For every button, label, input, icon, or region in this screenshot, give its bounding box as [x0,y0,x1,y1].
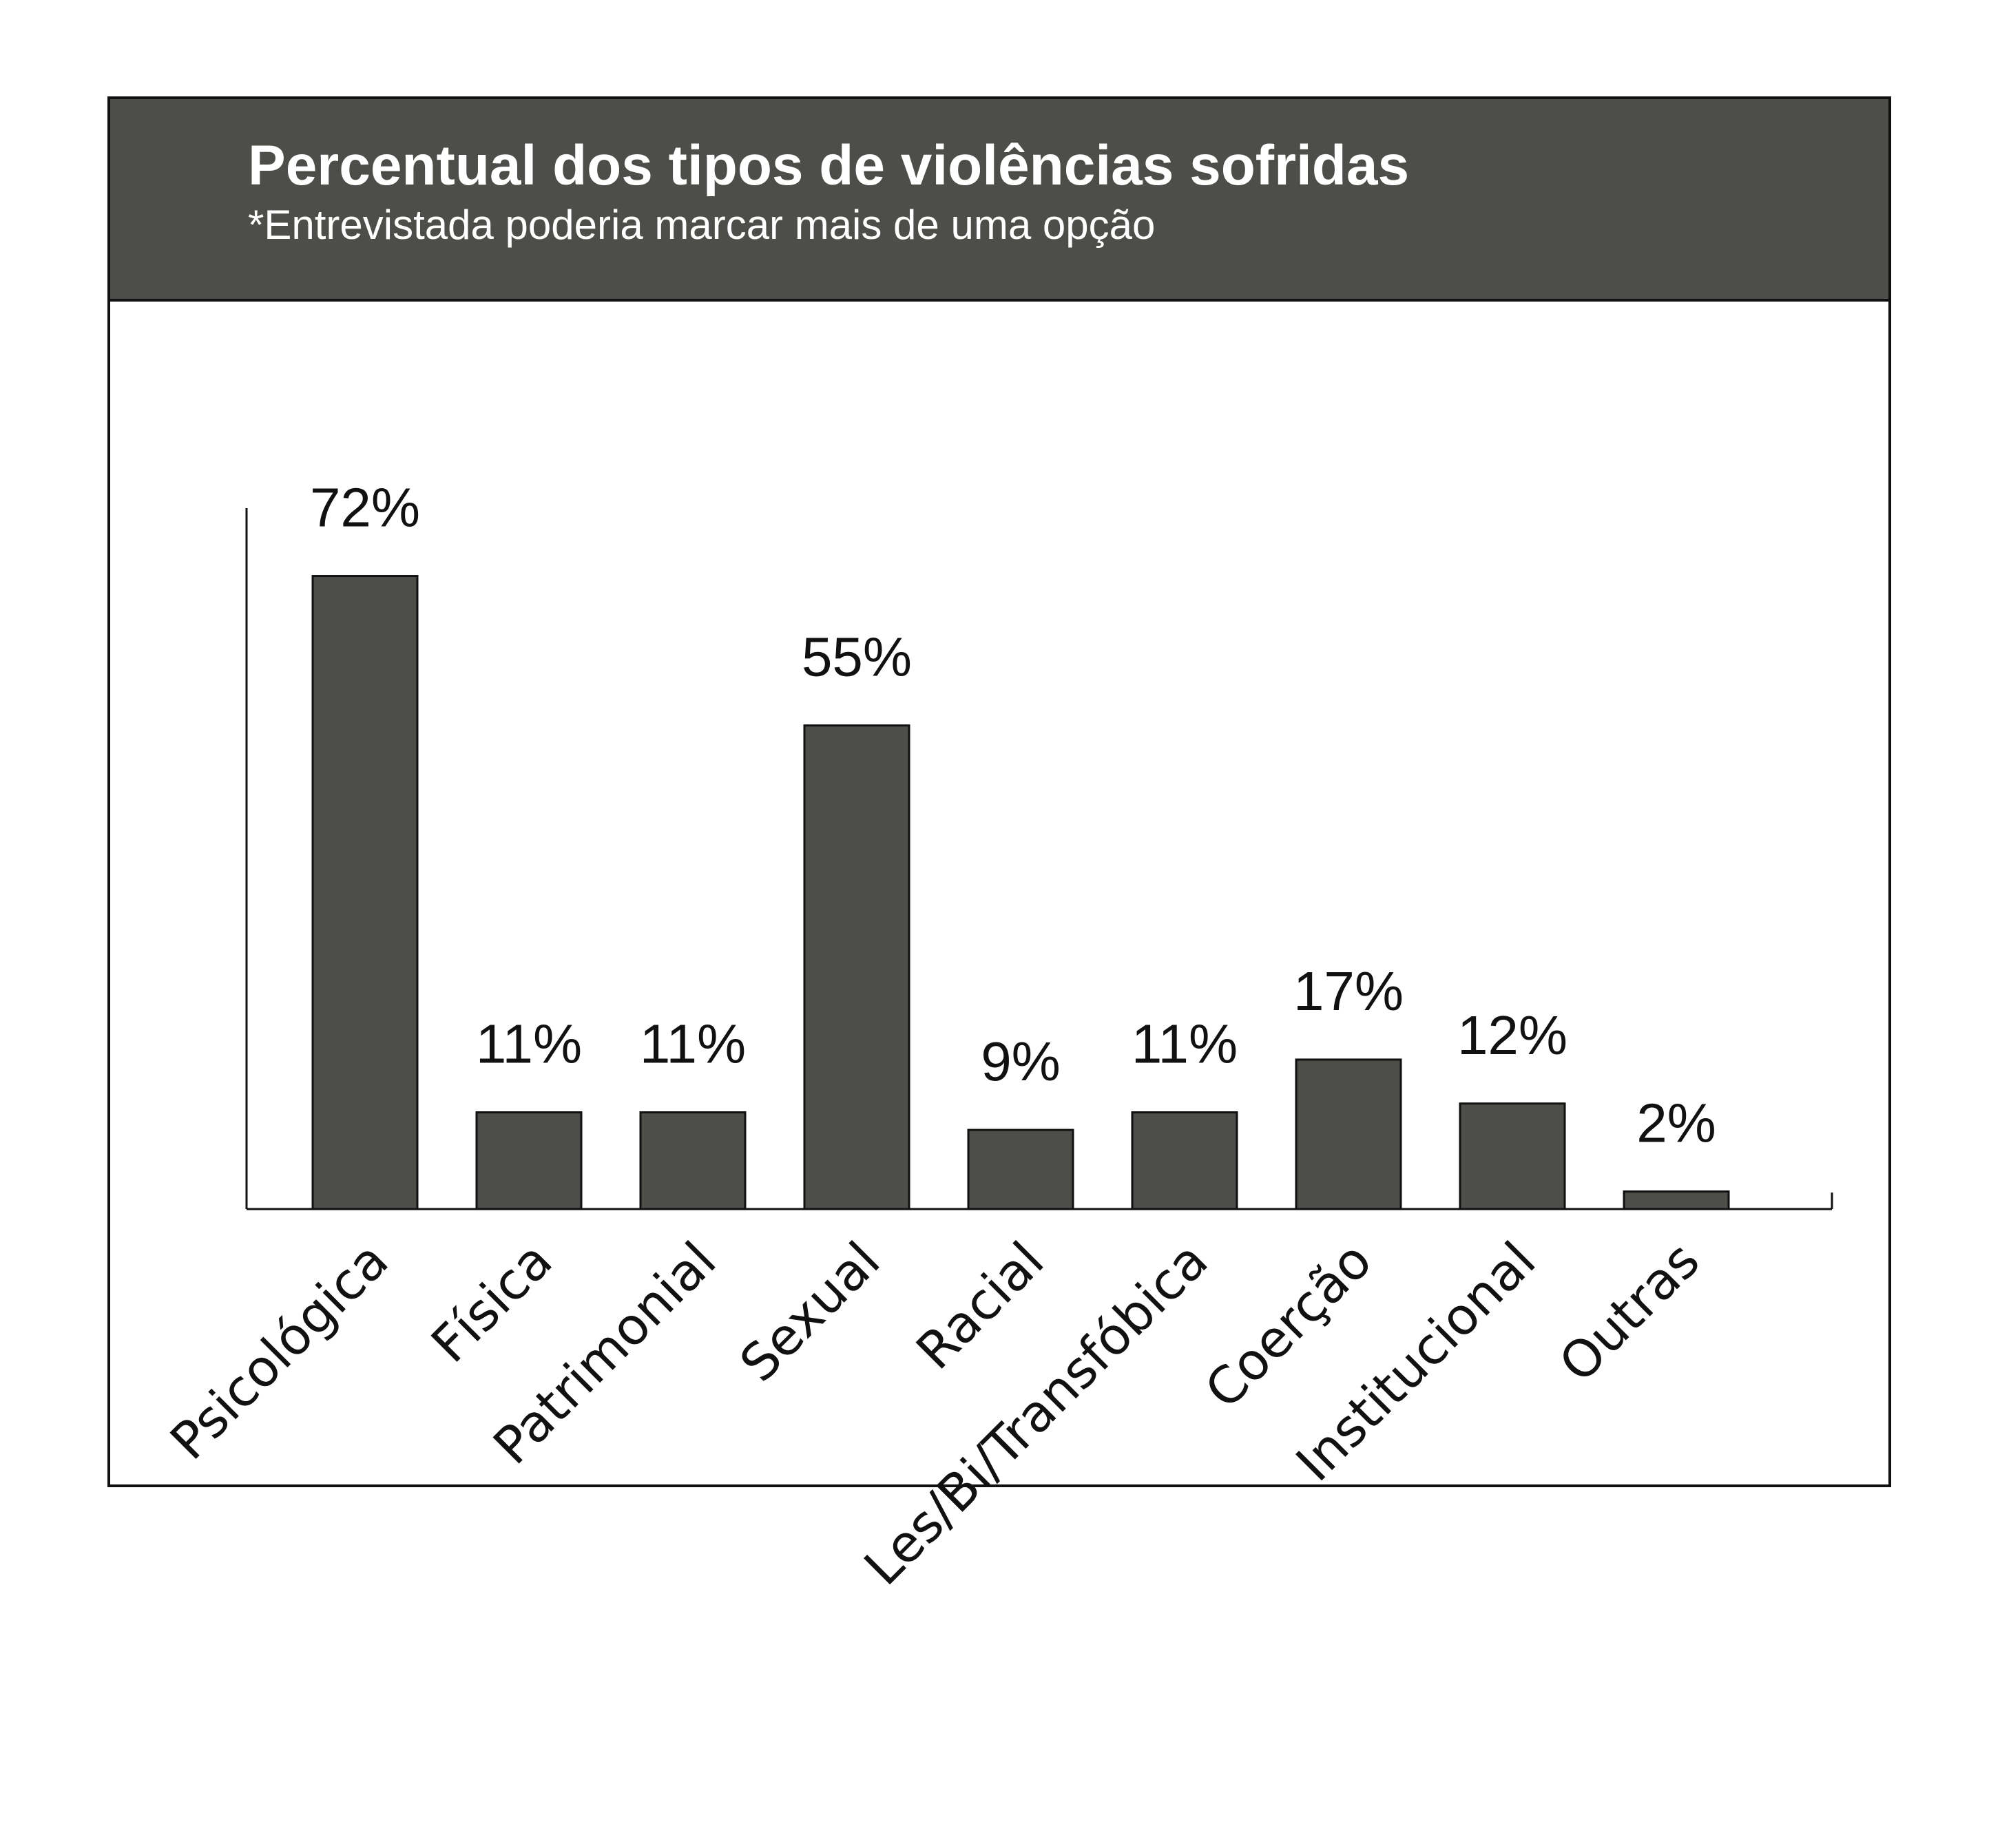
value-label-sexual: 55% [802,627,912,688]
value-label-institucional: 12% [1457,1005,1567,1066]
bar-institucional [1459,1102,1566,1210]
bars-group [311,575,1730,1210]
chart-title: Percentual dos tipos de violências sofri… [248,134,1410,197]
value-label-patrimonial: 11% [640,1014,746,1075]
chart-subtitle: *Entrevistada poderia marcar mais de uma… [248,202,1156,248]
value-label-outras: 2% [1636,1092,1716,1153]
bar-les-bi-transf-bica [1131,1111,1238,1210]
value-label-f-sica: 11% [476,1014,582,1075]
value-label-coer-o: 17% [1293,960,1404,1022]
bar-sexual [803,724,910,1210]
value-label-racial: 9% [981,1031,1061,1092]
bar-psicol-gica [311,575,419,1210]
value-label-psicol-gica: 72% [310,477,420,538]
value-labels-group: 72% 11% 11% 55% 9% 11% 17% 12% 2% [310,477,1716,1154]
category-label-sexual: Sexual [729,1231,891,1394]
bar-racial [967,1128,1074,1210]
bar-patrimonial [639,1111,747,1210]
chart-header: Percentual dos tipos de violências sofri… [110,99,1888,302]
bar-f-sica [475,1111,583,1210]
category-label-racial: Racial [905,1231,1055,1381]
category-label-outras: Outras [1548,1231,1711,1394]
bar-coer-o [1295,1058,1402,1210]
value-label-les-bi-transf-bica: 11% [1132,1014,1238,1075]
bar-outras [1623,1190,1730,1210]
category-label-psicol-gica: Psicológica [159,1231,399,1471]
category-label-f-sica: Física [420,1231,563,1374]
